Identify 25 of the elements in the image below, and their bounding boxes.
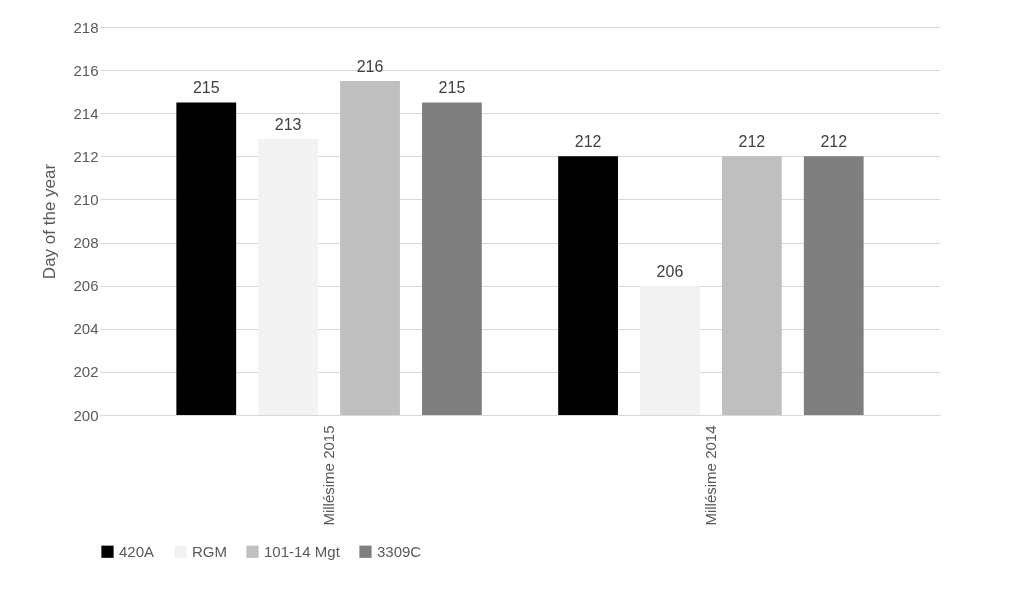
- data-label: 206: [656, 262, 684, 280]
- y-tick-label: 204: [73, 320, 99, 338]
- y-tick-label: 216: [73, 61, 99, 79]
- y-tick-label: 206: [73, 277, 99, 295]
- legend-label: 101-14 Mgt: [264, 542, 341, 560]
- y-tick-label: 200: [73, 406, 99, 424]
- data-label: 216: [356, 57, 384, 75]
- x-tick-label: Millésime 2014: [701, 425, 719, 526]
- data-label: 212: [738, 133, 766, 151]
- data-label: 213: [274, 116, 302, 134]
- data-label: 215: [438, 79, 466, 97]
- y-tick-label: 214: [73, 104, 99, 122]
- y-tick-label: 202: [73, 363, 99, 381]
- y-tick-label: 218: [73, 18, 99, 36]
- y-tick-label: 210: [73, 190, 99, 208]
- legend-label: RGM: [192, 542, 227, 560]
- x-tick-label: Millésime 2015: [320, 425, 338, 526]
- y-tick-label: 208: [73, 234, 99, 252]
- y-axis-title: Day of the year: [40, 163, 60, 280]
- y-tick-label: 212: [73, 147, 99, 165]
- legend-label: 3309C: [377, 542, 422, 560]
- data-label: 212: [820, 133, 848, 151]
- legend-label: 420A: [119, 542, 155, 560]
- data-label: 215: [192, 79, 220, 97]
- data-label: 212: [574, 133, 602, 151]
